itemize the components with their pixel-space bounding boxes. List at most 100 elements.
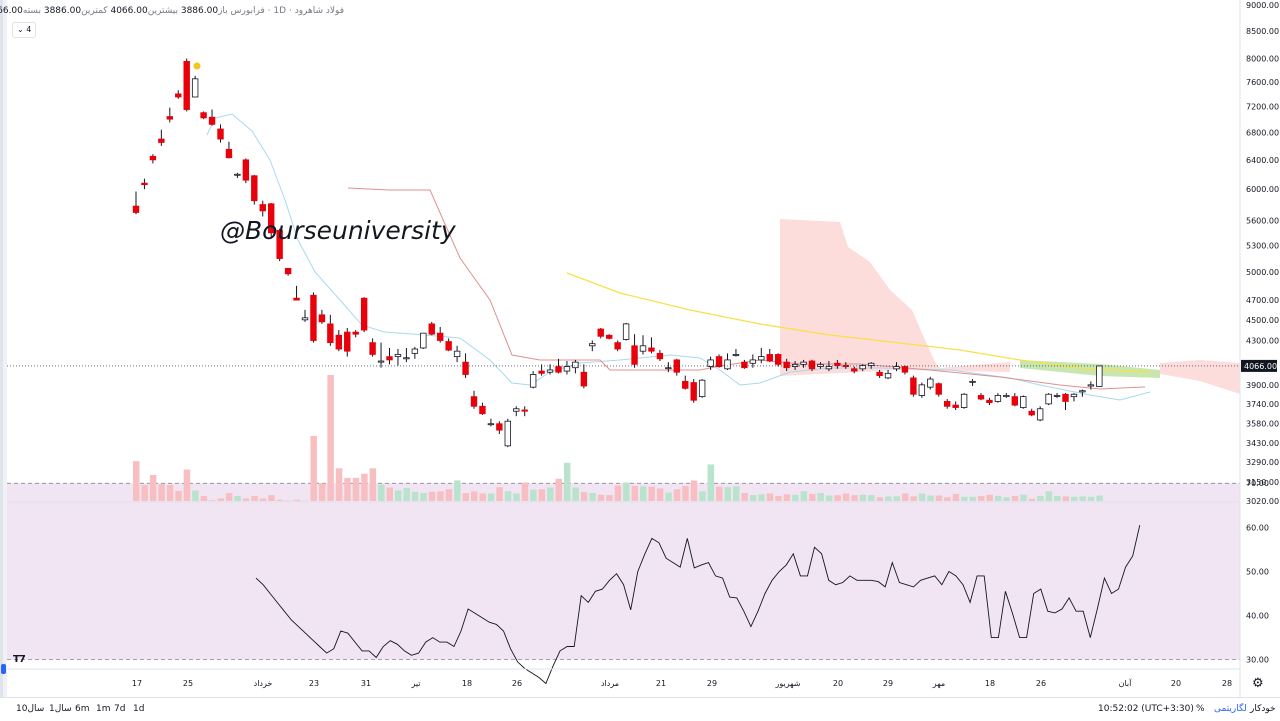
range-6m-button[interactable]: 6m bbox=[75, 702, 90, 716]
candle-body bbox=[319, 315, 325, 322]
volume-bar bbox=[344, 478, 351, 501]
volume-bar bbox=[606, 495, 613, 501]
time-tick-label: 31 bbox=[361, 679, 371, 688]
volume-bar bbox=[868, 495, 875, 501]
volume-bar bbox=[826, 496, 833, 501]
clock-time[interactable]: 10:52:02 (UTC+3:30) bbox=[1098, 702, 1194, 716]
candle-body bbox=[336, 335, 342, 349]
candle-body bbox=[497, 424, 503, 430]
candle-body bbox=[970, 381, 976, 382]
candle-body bbox=[1037, 409, 1043, 420]
volume-bar bbox=[226, 493, 233, 501]
range-1m-button[interactable]: 1m bbox=[96, 702, 111, 716]
volume-bar bbox=[944, 497, 951, 501]
volume-bar bbox=[733, 486, 740, 501]
candle-body bbox=[801, 362, 807, 364]
volume-bar bbox=[572, 488, 579, 501]
volume-bar bbox=[581, 492, 588, 501]
candle-body bbox=[877, 372, 883, 375]
volume-bar bbox=[361, 474, 368, 501]
candle-body bbox=[387, 357, 393, 360]
candle-body bbox=[894, 367, 900, 369]
time-tick-label: 18 bbox=[985, 679, 995, 688]
candle-body bbox=[818, 364, 824, 366]
volume-bar bbox=[623, 483, 630, 501]
candle-body bbox=[150, 156, 156, 160]
volume-bar bbox=[741, 493, 748, 501]
volume-bar bbox=[792, 495, 799, 501]
candle-body bbox=[742, 362, 748, 368]
candle-body bbox=[928, 379, 934, 387]
time-tick-label: 17 bbox=[132, 679, 142, 688]
candle-body bbox=[784, 362, 790, 368]
range-7d-button[interactable]: 7d bbox=[114, 702, 125, 716]
auto-scale-toggle[interactable]: خودکار bbox=[1250, 702, 1276, 716]
candle-body bbox=[539, 371, 545, 373]
volume-bar bbox=[505, 491, 512, 501]
candle-body bbox=[961, 394, 967, 407]
volume-bar bbox=[1096, 496, 1103, 501]
price-tick-label: 5300.00 bbox=[1246, 242, 1279, 251]
candle-body bbox=[902, 367, 908, 373]
candle-body bbox=[133, 206, 139, 212]
candle-body bbox=[201, 113, 207, 118]
volume-bar bbox=[801, 491, 808, 501]
candle-body bbox=[344, 332, 350, 351]
time-tick-label: 20 bbox=[833, 679, 843, 688]
tenkan-line bbox=[207, 114, 1150, 400]
candle-body bbox=[708, 360, 714, 367]
candle-body bbox=[759, 357, 765, 360]
log-scale-toggle[interactable]: لگاریتمی bbox=[1214, 702, 1247, 716]
candle-body bbox=[792, 364, 798, 366]
volume-bar bbox=[682, 486, 689, 501]
volume-bar bbox=[268, 495, 275, 501]
candle-body bbox=[606, 335, 612, 338]
chart-canvas[interactable]: 3020.003150.003290.003430.003580.003740.… bbox=[0, 0, 1280, 697]
candle-body bbox=[1020, 397, 1026, 408]
last-price-label: 4066.00 bbox=[1244, 362, 1277, 371]
tradingview-logo: T7 bbox=[13, 654, 33, 668]
candle-body bbox=[767, 354, 773, 361]
candle-body bbox=[640, 346, 646, 351]
candle-body bbox=[615, 343, 621, 349]
candle-body bbox=[809, 361, 815, 369]
volume-bar bbox=[851, 495, 858, 501]
price-tick-label: 4700.00 bbox=[1246, 296, 1279, 305]
time-tick-label: خرداد bbox=[254, 679, 273, 688]
candle-body bbox=[395, 354, 401, 356]
price-tick-label: 3430.00 bbox=[1246, 439, 1279, 448]
candle-body bbox=[142, 183, 148, 184]
price-tick-label: 6800.00 bbox=[1246, 128, 1279, 137]
volume-bar bbox=[243, 498, 250, 501]
candle-body bbox=[522, 410, 528, 411]
candle-body bbox=[1071, 394, 1077, 396]
candle-body bbox=[192, 79, 198, 97]
volume-bar bbox=[471, 491, 478, 501]
candle-body bbox=[167, 117, 173, 120]
volume-bar bbox=[158, 484, 165, 501]
rsi-tick-label: 40.00 bbox=[1246, 612, 1269, 621]
range-10y-button[interactable]: 10سال bbox=[16, 702, 44, 716]
candle-body bbox=[1029, 411, 1035, 415]
rsi-tick-label: 50.00 bbox=[1246, 567, 1269, 576]
candle-body bbox=[716, 357, 722, 367]
volume-bar bbox=[175, 491, 182, 501]
volume-bar bbox=[403, 488, 410, 501]
volume-bar bbox=[251, 496, 257, 501]
candle-body bbox=[353, 332, 359, 334]
volume-bar bbox=[665, 493, 672, 501]
candle-body bbox=[159, 139, 165, 142]
volume-bar bbox=[141, 485, 148, 501]
volume-bar bbox=[310, 436, 317, 501]
range-1d-button[interactable]: 1d bbox=[133, 702, 144, 716]
volume-bar bbox=[970, 497, 977, 501]
candle-body bbox=[581, 372, 587, 386]
volume-bar bbox=[522, 483, 529, 501]
volume-bar bbox=[437, 491, 444, 501]
gear-icon[interactable]: ⚙ bbox=[1252, 676, 1264, 691]
volume-bar bbox=[1088, 497, 1095, 501]
candle-body bbox=[911, 378, 917, 394]
percent-toggle[interactable]: % bbox=[1196, 702, 1205, 716]
volume-bar bbox=[496, 487, 503, 501]
range-1y-button[interactable]: 1سال bbox=[49, 702, 72, 716]
